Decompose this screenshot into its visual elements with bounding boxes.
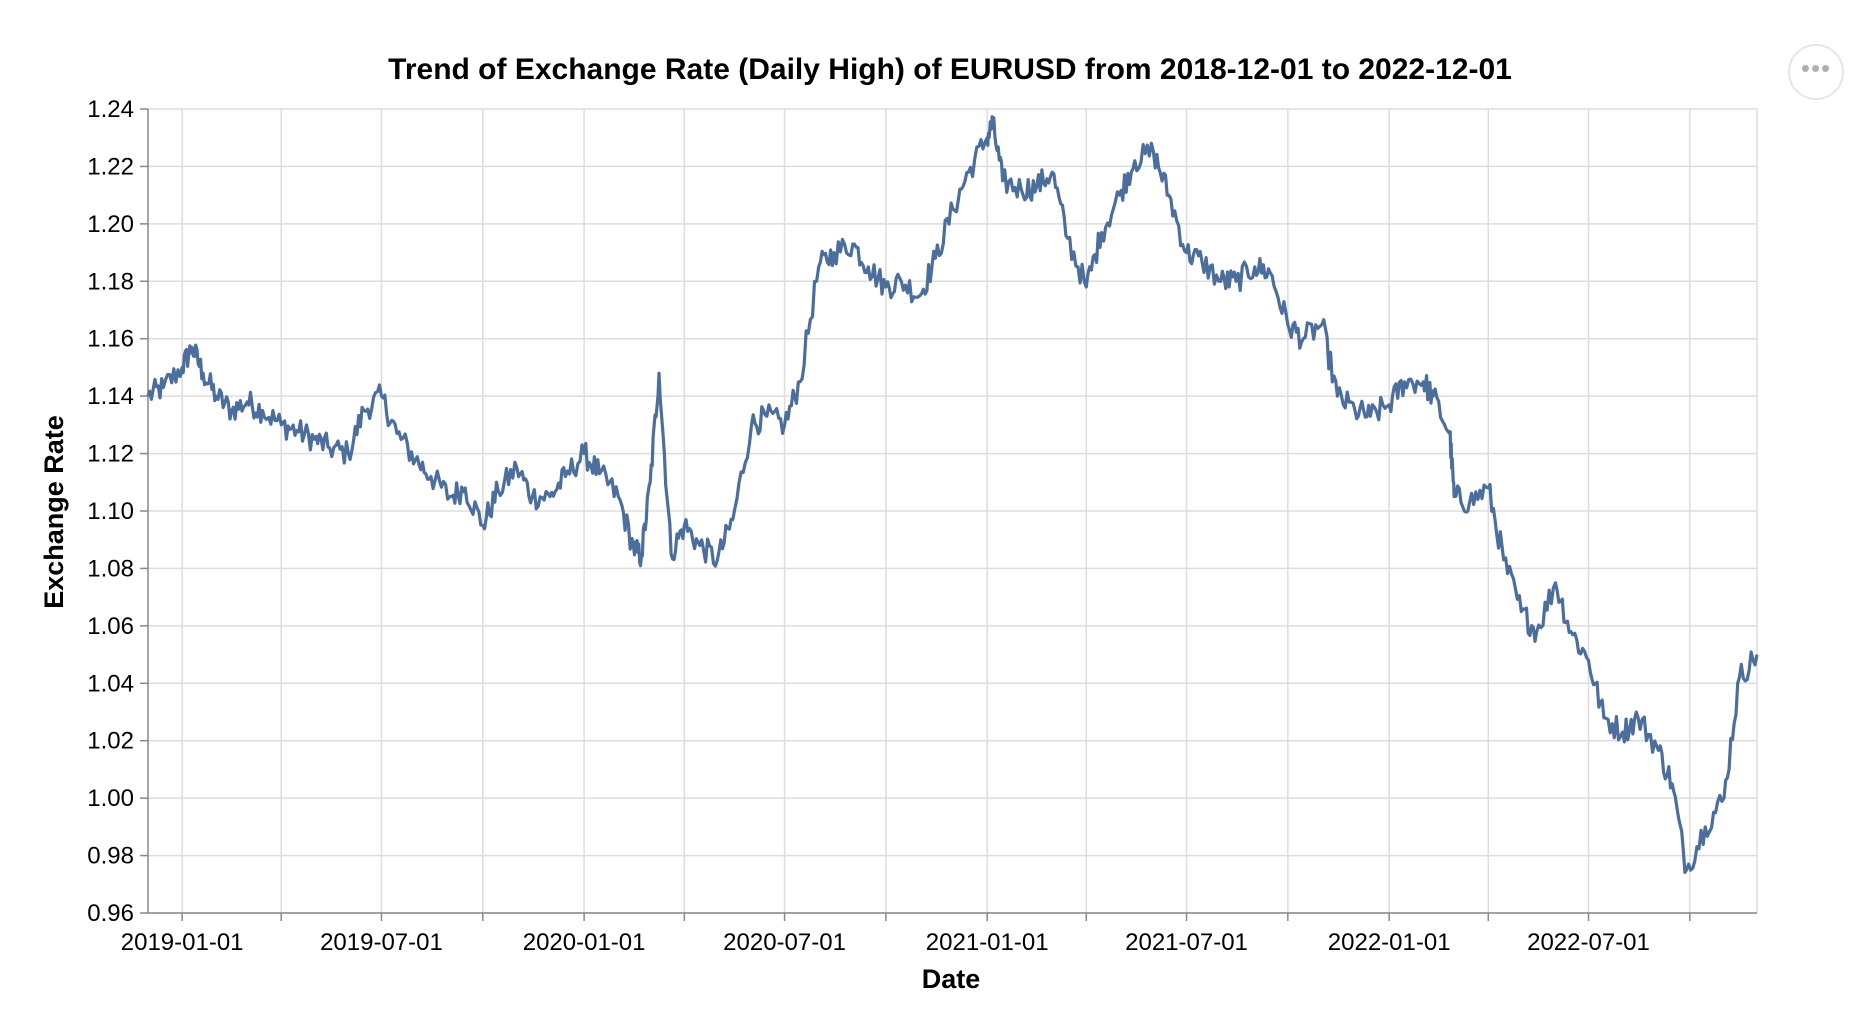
y-tick-label: 1.06 xyxy=(87,613,134,640)
y-tick-label: 1.02 xyxy=(87,728,134,755)
y-tick-label: 1.00 xyxy=(87,785,134,812)
ellipsis-icon: ••• xyxy=(1800,53,1832,83)
y-tick-label: 1.14 xyxy=(87,383,134,410)
chart-menu-button[interactable]: ••• xyxy=(1788,44,1844,100)
y-tick-label: 1.04 xyxy=(87,670,134,697)
x-axis-label: Date xyxy=(922,964,981,994)
y-tick-label: 1.10 xyxy=(87,498,134,525)
x-tick-label: 2019-01-01 xyxy=(121,929,244,956)
y-tick-label: 1.12 xyxy=(87,441,134,468)
tick-labels: 0.96 0.98 1.00 1.02 1.04 1.06 1.08 1.10 1.12 1.14… xyxy=(87,96,1650,956)
y-tick-label: 1.18 xyxy=(87,268,134,295)
y-tick-label: 1.24 xyxy=(87,96,134,123)
x-tick-label: 2022-07-01 xyxy=(1527,929,1650,956)
x-tick-label: 2022-01-01 xyxy=(1328,929,1451,956)
y-tick-label: 0.96 xyxy=(87,900,134,927)
series-line-layer xyxy=(146,115,1759,874)
x-tick-label: 2020-01-01 xyxy=(523,929,646,956)
series-line xyxy=(146,115,1759,874)
gridlines xyxy=(148,108,1758,914)
y-tick-label: 0.98 xyxy=(87,843,134,870)
x-tick-label: 2021-07-01 xyxy=(1125,929,1248,956)
y-tick-label: 1.08 xyxy=(87,555,134,582)
x-tick-label: 2020-07-01 xyxy=(723,929,846,956)
y-tick-label: 1.16 xyxy=(87,326,134,353)
y-tick-label: 1.22 xyxy=(87,153,134,180)
chart-title: Trend of Exchange Rate (Daily High) of E… xyxy=(388,53,1512,86)
y-tick-label: 1.20 xyxy=(87,211,134,238)
y-axis-label: Exchange Rate xyxy=(39,415,69,609)
x-tick-label: 2021-01-01 xyxy=(926,929,1049,956)
x-tick-label: 2019-07-01 xyxy=(320,929,443,956)
axes xyxy=(140,108,1757,921)
